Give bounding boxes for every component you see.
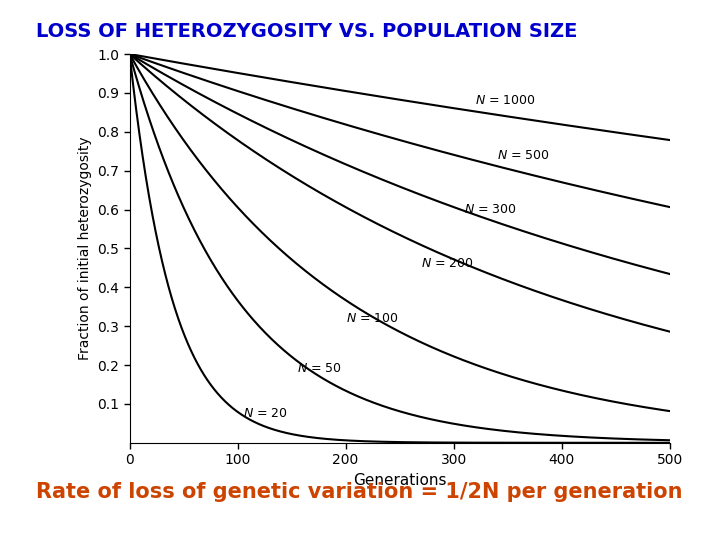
Text: $N$ = 300: $N$ = 300 — [464, 203, 517, 216]
Text: $N$ = 1000: $N$ = 1000 — [475, 94, 536, 107]
Text: LOSS OF HETEROZYGOSITY VS. POPULATION SIZE: LOSS OF HETEROZYGOSITY VS. POPULATION SI… — [36, 22, 577, 40]
Text: $N$ = 100: $N$ = 100 — [346, 312, 398, 325]
Text: $N$ = 20: $N$ = 20 — [243, 407, 288, 420]
Text: Rate of loss of genetic variation = 1/2N per generation: Rate of loss of genetic variation = 1/2N… — [36, 482, 683, 502]
Text: $N$ = 50: $N$ = 50 — [297, 362, 342, 375]
Text: $N$ = 500: $N$ = 500 — [497, 148, 549, 161]
Y-axis label: Fraction of initial heterozygosity: Fraction of initial heterozygosity — [78, 137, 91, 360]
X-axis label: Generations: Generations — [353, 473, 446, 488]
Text: $N$ = 200: $N$ = 200 — [421, 258, 474, 271]
